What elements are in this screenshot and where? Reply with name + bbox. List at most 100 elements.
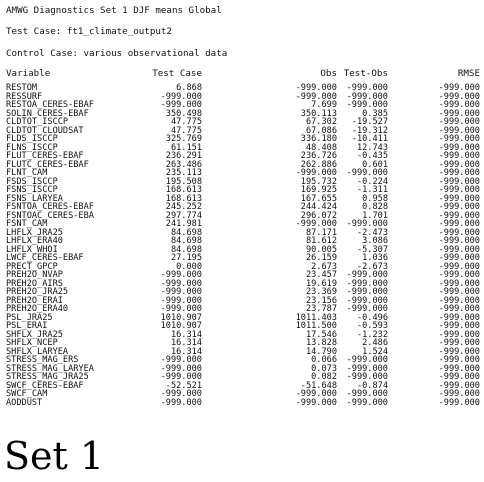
- test-obs-cell: 0.601: [362, 159, 388, 170]
- rmse-cell: -999.000: [438, 176, 480, 187]
- test-obs-cell: 2.486: [362, 338, 388, 348]
- table-row: SHFLX_LARYEA 16.314 14.790 1.524 -999.000: [0, 346, 484, 357]
- obs-cell: 296.072: [300, 210, 337, 221]
- test-case-cell: 245.252: [165, 202, 202, 212]
- table-row: PREH2O_ERA40 -999.000 23.787 -999.000 -999.0…: [0, 305, 484, 314]
- rmse-cell: -999.000: [438, 227, 480, 238]
- variable-cell: FLDS_ISCCP: [6, 134, 58, 144]
- obs-cell: 336.180: [300, 134, 337, 144]
- test-case-cell: 325.769: [165, 134, 202, 144]
- test-obs-cell: -5.307: [356, 244, 388, 255]
- test-case-cell: 235.113: [165, 168, 202, 178]
- rmse-cell: -999.000: [438, 270, 480, 280]
- rmse-cell: -999.000: [438, 338, 480, 348]
- variable-cell: AODDUST: [6, 397, 43, 408]
- rmse-cell: -999.000: [438, 287, 480, 297]
- rmse-cell: -999.000: [438, 151, 480, 161]
- rmse-cell: -999.000: [438, 261, 480, 272]
- test-case-cell: -999.000: [160, 355, 202, 365]
- test-case-cell: -52.521: [165, 380, 202, 391]
- table-row: LHFLX_JRA25 84.698 87.171 -2.473 -999.000: [0, 227, 484, 238]
- obs-cell: 87.171: [305, 227, 337, 238]
- table-row: RESTOA_CERES-EBAF -999.000 7.699 -999.000 -9…: [0, 101, 484, 110]
- table-row: FSNS_LARYEA 168.613 167.655 0.958 -999.000: [0, 193, 484, 204]
- variable-cell: CLDTOT_CLOUDSAT: [6, 125, 84, 136]
- column-header-variable: Variable: [6, 68, 51, 79]
- table-row: FLNS_ISCCP 61.151 48.408 12.743 -999.000: [0, 142, 484, 153]
- page-title: AMWG Diagnostics Set 1 DJF means Global: [6, 5, 222, 16]
- variable-cell: LWCF_CERES-EBAF: [6, 253, 84, 263]
- column-header-test-obs: Test-Obs: [343, 68, 388, 79]
- variable-cell: FSNT_CAM: [6, 219, 48, 229]
- variable-cell: FSDS_ISCCP: [6, 176, 58, 187]
- obs-cell: 17.546: [305, 329, 337, 340]
- test-obs-cell: -2.473: [356, 227, 388, 238]
- variable-cell: STRESS_MAG_LARYEA: [6, 363, 94, 374]
- rmse-cell: -999.000: [438, 355, 480, 365]
- obs-cell: 81.612: [305, 236, 337, 246]
- variable-cell: SWCF_CERES-EBAF: [6, 380, 84, 391]
- test-case-cell: 236.291: [165, 151, 202, 161]
- obs-cell: 23.156: [305, 295, 337, 306]
- obs-cell: -999.000: [295, 91, 337, 102]
- rmse-cell: -999.000: [438, 193, 480, 204]
- variable-cell: SHFLX_LARYEA: [6, 346, 69, 357]
- test-case-cell: -999.000: [160, 91, 202, 102]
- test-case-cell: 168.613: [165, 185, 202, 195]
- test-obs-cell: -0.224: [356, 176, 388, 187]
- rmse-cell: -999.000: [438, 278, 480, 289]
- variable-cell: FLNT_CAM: [6, 168, 48, 178]
- obs-cell: 7.699: [311, 100, 337, 110]
- test-case-cell: -999.000: [160, 372, 202, 382]
- variable-cell: PREH2O_ERA40: [6, 304, 69, 314]
- variable-cell: STRESS_MAG_JRA25: [6, 372, 89, 382]
- table-row: STRESS_MAG_LARYEA -999.000 0.073 -999.000 -9…: [0, 363, 484, 374]
- test-obs-cell: -10.411: [351, 134, 388, 144]
- variable-cell: PREH2O_ERAI: [6, 295, 63, 306]
- test-case-cell: 16.314: [170, 346, 202, 357]
- test-obs-cell: -999.000: [346, 100, 388, 110]
- table-row: SWCF_CAM -999.000 -999.000 -999.000 -999.000: [0, 390, 484, 399]
- test-case-cell: 168.613: [165, 193, 202, 204]
- test-case-cell: 16.314: [170, 329, 202, 340]
- test-obs-cell: -0.496: [356, 312, 388, 323]
- test-obs-cell: -999.000: [346, 355, 388, 365]
- rmse-cell: -999.000: [438, 389, 480, 399]
- table-row: STRESS_MAG_ERS -999.000 0.066 -999.000 -999.…: [0, 356, 484, 365]
- variable-cell: SHFLX_JRA25: [6, 329, 63, 340]
- test-obs-cell: 0.385: [362, 108, 388, 119]
- test-obs-cell: -999.000: [346, 389, 388, 399]
- test-case-cell: 27.195: [170, 253, 202, 263]
- table-body: RESTOM 6.868 -999.000 -999.000 -999.000 RESSU…: [0, 84, 484, 407]
- obs-cell: 48.408: [305, 142, 337, 153]
- table-row: LWCF_CERES-EBAF 27.195 26.159 1.036 -999.000: [0, 254, 484, 263]
- table-row: FLUT_CERES-EBAF 236.291 236.726 -0.435 -999.…: [0, 152, 484, 161]
- obs-cell: 0.073: [311, 363, 337, 374]
- obs-cell: 19.619: [305, 278, 337, 289]
- obs-cell: 13.828: [305, 338, 337, 348]
- rmse-cell: -999.000: [438, 83, 480, 93]
- table-row: RESTOM 6.868 -999.000 -999.000 -999.000: [0, 84, 484, 93]
- rmse-cell: -999.000: [438, 363, 480, 374]
- table-row: CLDTOT_ISCCP 47.775 67.302 -19.527 -999.000: [0, 118, 484, 127]
- obs-cell: -999.000: [295, 397, 337, 408]
- test-obs-cell: -999.000: [346, 287, 388, 297]
- test-obs-cell: -0.874: [356, 380, 388, 391]
- obs-cell: 195.732: [300, 176, 337, 187]
- obs-cell: 90.005: [305, 244, 337, 255]
- rmse-cell: -999.000: [438, 244, 480, 255]
- rmse-cell: -999.000: [438, 380, 480, 391]
- test-obs-cell: -999.000: [346, 372, 388, 382]
- rmse-cell: -999.000: [438, 125, 480, 136]
- test-obs-cell: 0.958: [362, 193, 388, 204]
- table-row: FSDS_ISCCP 195.508 195.732 -0.224 -999.000: [0, 176, 484, 187]
- table-row: PREH2O_ERAI -999.000 23.156 -999.000 -999.00…: [0, 295, 484, 306]
- test-obs-cell: -2.673: [356, 261, 388, 272]
- variable-cell: FSNTOAC_CERES-EBA: [6, 210, 94, 221]
- rmse-cell: -999.000: [438, 142, 480, 153]
- test-case-cell: 61.151: [170, 142, 202, 153]
- variable-cell: PSL_JRA25: [6, 312, 53, 323]
- test-case-cell: -999.000: [160, 389, 202, 399]
- obs-cell: -51.648: [300, 380, 337, 391]
- test-obs-cell: -0.435: [356, 151, 388, 161]
